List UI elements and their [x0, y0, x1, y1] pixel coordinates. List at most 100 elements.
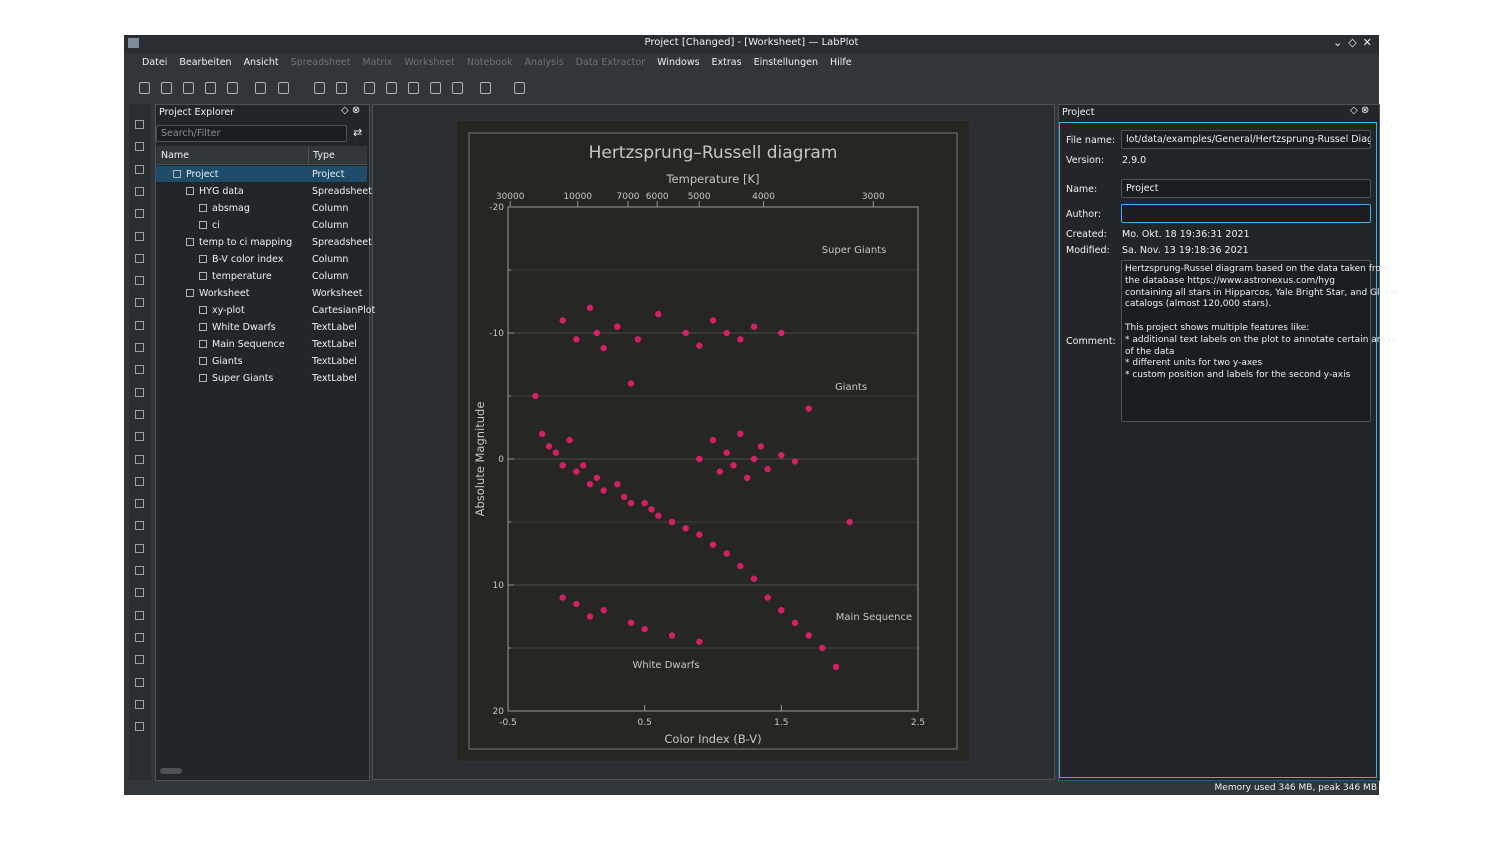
star-point: [559, 594, 566, 601]
tool-button[interactable]: [135, 343, 144, 352]
tool-button[interactable]: [135, 298, 144, 308]
tool-button[interactable]: [135, 499, 144, 509]
tool-button[interactable]: [135, 253, 144, 263]
field-edit[interactable]: [1121, 204, 1371, 223]
tool-button[interactable]: [135, 521, 144, 531]
menu-item[interactable]: Bearbeiten: [179, 57, 232, 68]
tree-type: Worksheet: [312, 288, 363, 299]
tree-name[interactable]: xy-plot: [212, 305, 245, 316]
tool-button[interactable]: [135, 677, 144, 687]
scrollbar[interactable]: [160, 768, 182, 774]
toolbar-button[interactable]: [336, 82, 347, 94]
tree-name[interactable]: HYG data: [199, 186, 244, 197]
tree-name[interactable]: Super Giants: [212, 373, 274, 384]
menu-item[interactable]: Spreadsheet: [290, 57, 351, 68]
menu-item[interactable]: Extras: [711, 57, 742, 68]
tree-name[interactable]: temperature: [212, 271, 272, 282]
tool-button[interactable]: [135, 566, 144, 575]
tool-button[interactable]: [135, 320, 144, 330]
menu-item[interactable]: Hilfe: [829, 57, 852, 68]
tree-name[interactable]: White Dwarfs: [212, 322, 276, 333]
panel-buttons[interactable]: ◇ ⊗: [341, 105, 361, 116]
star-point: [538, 430, 546, 437]
tool-button[interactable]: [135, 543, 144, 553]
tree-name[interactable]: Main Sequence: [212, 339, 285, 350]
menu-item[interactable]: Matrix: [362, 57, 393, 68]
toolbar-button[interactable]: [514, 82, 525, 94]
menu-item[interactable]: Notebook: [466, 57, 513, 68]
menu-item[interactable]: Datei: [142, 57, 168, 68]
toolbar-button[interactable]: [255, 82, 266, 94]
tool-button[interactable]: [135, 164, 144, 174]
tool-button[interactable]: [135, 588, 144, 598]
tree-type: Column: [312, 220, 349, 231]
tree-name[interactable]: ci: [212, 220, 220, 231]
tool-button[interactable]: [135, 186, 144, 196]
toolbar-button[interactable]: [183, 82, 194, 94]
toolbar-button[interactable]: [314, 82, 325, 94]
tree-icon: [199, 306, 207, 314]
tool-button[interactable]: [135, 722, 144, 732]
toolbar-button[interactable]: [227, 82, 238, 94]
star-point: [764, 594, 771, 601]
tool-button[interactable]: [135, 409, 144, 419]
tool-button[interactable]: [135, 432, 144, 442]
tree-name[interactable]: B-V color index: [212, 254, 284, 265]
tree-icon: [199, 221, 207, 229]
toolbar-button[interactable]: [408, 82, 419, 94]
filter-button[interactable]: ⇄: [353, 126, 363, 139]
menu-item[interactable]: Windows: [657, 57, 700, 68]
x2-tick-label: 4000: [752, 192, 775, 202]
x-axis-label: Color Index (B-V): [664, 732, 761, 746]
tool-button[interactable]: [135, 610, 144, 620]
toolbar-button[interactable]: [430, 82, 441, 94]
tree-name[interactable]: temp to ci mapping: [199, 237, 293, 248]
tool-button[interactable]: [135, 209, 144, 219]
toolbar-button[interactable]: [452, 82, 463, 94]
field-edit[interactable]: Project: [1121, 179, 1371, 198]
tree-icon: [199, 204, 207, 212]
tree-name[interactable]: Project: [186, 169, 219, 180]
x2-axis-label: Temperature [K]: [665, 172, 759, 186]
toolbar-button[interactable]: [139, 82, 150, 94]
toolbar-button[interactable]: [278, 82, 289, 94]
window-controls[interactable]: ⌄◇✕: [1333, 36, 1378, 49]
column-header: Name: [161, 150, 190, 161]
toolbar-button[interactable]: [205, 82, 216, 94]
tool-button[interactable]: [135, 231, 144, 241]
row-highlight[interactable]: [156, 166, 367, 182]
tool-button[interactable]: [135, 632, 144, 642]
menu-item[interactable]: Worksheet: [404, 57, 455, 68]
tool-button[interactable]: [135, 454, 144, 464]
toolbar-button[interactable]: [364, 82, 375, 94]
tool-button[interactable]: [135, 365, 144, 375]
tree-name[interactable]: Giants: [212, 356, 243, 367]
panel-buttons[interactable]: ◇ ⊗: [1350, 105, 1370, 116]
field-edit[interactable]: lot/data/examples/General/Hertzsprung-Ru…: [1121, 130, 1371, 149]
menu-item[interactable]: Einstellungen: [753, 57, 818, 68]
toolbar-button[interactable]: [480, 82, 491, 94]
chart-title: Hertzsprung–Russell diagram: [589, 143, 838, 163]
star-point: [593, 329, 601, 337]
star-point: [709, 541, 717, 548]
tool-button[interactable]: [135, 276, 144, 286]
tool-button[interactable]: [135, 142, 144, 152]
star-point: [709, 317, 717, 324]
menu-item[interactable]: Ansicht: [243, 57, 279, 68]
tool-button[interactable]: [135, 699, 144, 709]
tree-name[interactable]: absmag: [212, 203, 250, 214]
toolbar-button[interactable]: [161, 82, 172, 94]
comment-box[interactable]: [1121, 260, 1371, 422]
star-point: [552, 449, 560, 456]
toolbar-button[interactable]: [386, 82, 397, 94]
tool-button[interactable]: [135, 476, 144, 486]
star-point: [655, 512, 662, 519]
tree-name[interactable]: Worksheet: [199, 288, 250, 299]
menu-item[interactable]: Data Extractor: [575, 57, 646, 68]
menu-item[interactable]: Analysis: [524, 57, 564, 68]
star-point: [778, 452, 785, 459]
search-field[interactable]: Search/Filter: [156, 125, 347, 142]
tool-button[interactable]: [135, 655, 144, 665]
tool-button[interactable]: [135, 120, 144, 129]
tool-button[interactable]: [135, 387, 144, 397]
